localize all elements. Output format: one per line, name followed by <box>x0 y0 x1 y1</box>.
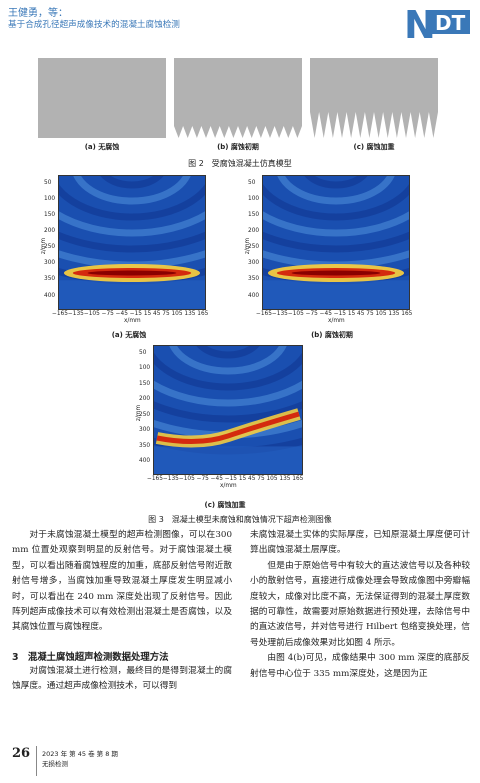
header-title: 基于合成孔径超声成像技术的混凝土腐蚀检测 <box>8 20 180 30</box>
paragraph: 对腐蚀混凝土进行检测，最终目的是得到混凝土的腐蚀厚度。通过超声成像检测技术，可以… <box>12 666 232 692</box>
section-heading: 3 混凝土腐蚀超声检测数据处理方法 <box>12 652 169 663</box>
x-axis-label: x/mm <box>220 483 237 489</box>
x-axis-label: x/mm <box>328 318 345 324</box>
y-tick-label: 50 <box>139 349 147 356</box>
y-tick-label: 50 <box>44 180 52 187</box>
y-tick-label: 250 <box>44 244 56 251</box>
y-tick-label: 350 <box>139 442 151 449</box>
left-column-p2: 对腐蚀混凝土进行检测，最终目的是得到混凝土的腐蚀厚度。通过超声成像检测技术，可以… <box>12 664 232 695</box>
y-tick-label: 350 <box>248 276 260 283</box>
heatmap-panel <box>38 215 418 479</box>
paragraph: 由图 4(b)可见，成像结果中 300 mm 深度的底部反射信号中心位于 335… <box>250 653 470 679</box>
y-tick-label: 250 <box>139 411 151 418</box>
paragraph: 未腐蚀混凝土实体的实际厚度，已知原混凝土厚度便可计算出腐蚀混凝土层厚度。 <box>250 530 470 556</box>
y-tick-label: 100 <box>248 196 260 203</box>
y-tick-label: 400 <box>139 458 151 465</box>
fig2-label-b: (b) 腐蚀初期 <box>217 143 259 151</box>
x-tick-labels: −165−135−105 −75 −45 −15 15 45 75 105 13… <box>147 476 304 482</box>
y-tick-label: 100 <box>139 365 151 372</box>
x-tick-labels: −165−135−105 −75 −45 −15 15 45 75 105 13… <box>256 311 413 317</box>
y-tick-label: 300 <box>44 260 56 267</box>
x-axis-label: x/mm <box>124 318 141 324</box>
y-tick-label: 300 <box>248 260 260 267</box>
y-tick-label: 350 <box>44 276 56 283</box>
heatmap-panel <box>0 45 322 314</box>
y-tick-label: 400 <box>248 292 260 299</box>
right-column: 未腐蚀混凝土实体的实际厚度，已知原混凝土厚度便可计算出腐蚀混凝土层厚度。 但是由… <box>250 528 470 682</box>
ndt-logo: N DT <box>402 3 472 47</box>
fig2-label-c: (c) 腐蚀加重 <box>353 143 395 151</box>
y-tick-label: 200 <box>248 228 260 235</box>
fig3-label-c: (c) 腐蚀加重 <box>204 501 246 509</box>
y-tick-label: 150 <box>139 380 151 387</box>
fig3-label-b: (b) 腐蚀初期 <box>311 331 353 339</box>
fig2-caption: 图 2 受腐蚀混凝土仿真模型 <box>188 159 292 168</box>
fig2-panel-c <box>310 58 438 138</box>
y-axis-label: z/mm <box>136 404 143 422</box>
y-tick-label: 300 <box>139 427 151 434</box>
page-number: 26 <box>12 746 31 761</box>
y-tick-label: 400 <box>44 292 56 299</box>
fig2-panel-b <box>174 58 302 138</box>
paragraph: 对于未腐蚀混凝土模型的超声检测图像，可以在300 mm 位置处观察到明显的反射信… <box>12 530 232 633</box>
y-tick-label: 150 <box>44 212 56 219</box>
left-column-p1: 对于未腐蚀混凝土模型的超声检测图像，可以在300 mm 位置处观察到明显的反射信… <box>12 528 232 636</box>
header-authors: 王健勇，等： <box>8 8 68 19</box>
journal-name: 无损检测 <box>42 760 68 768</box>
paragraph: 但是由于原始信号中有较大的直达波信号以及各种较小的散射信号，直接进行成像处理会导… <box>250 560 470 648</box>
svg-text:DT: DT <box>435 11 466 35</box>
y-axis-label: z/mm <box>41 237 48 254</box>
y-tick-label: 150 <box>248 212 260 219</box>
y-axis-label: z/mm <box>245 237 252 254</box>
journal-issue: 2023 年 第 45 卷 第 8 期 <box>42 750 118 758</box>
y-tick-label: 200 <box>44 228 56 235</box>
svg-text:N: N <box>404 4 436 44</box>
fig3-caption: 图 3 混凝土模型未腐蚀和腐蚀情况下超声检测图像 <box>148 515 332 524</box>
fig3-label-a: (a) 无腐蚀 <box>111 331 147 339</box>
page-footer: 26 2023 年 第 45 卷 第 8 期 无损检测 <box>0 738 480 783</box>
fig2-label-a: (a) 无腐蚀 <box>84 143 120 151</box>
y-tick-label: 200 <box>139 396 151 403</box>
page-header: 王健勇，等： 基于合成孔径超声成像技术的混凝土腐蚀检测 N DT <box>0 0 480 47</box>
y-tick-label: 250 <box>248 244 260 251</box>
heatmap-panel <box>146 45 480 314</box>
x-tick-labels: −165−135−105 −75 −45 −15 15 45 75 105 13… <box>52 311 209 317</box>
y-tick-label: 100 <box>44 196 56 203</box>
y-tick-label: 50 <box>248 180 256 187</box>
fig2-panel-a <box>38 58 166 138</box>
